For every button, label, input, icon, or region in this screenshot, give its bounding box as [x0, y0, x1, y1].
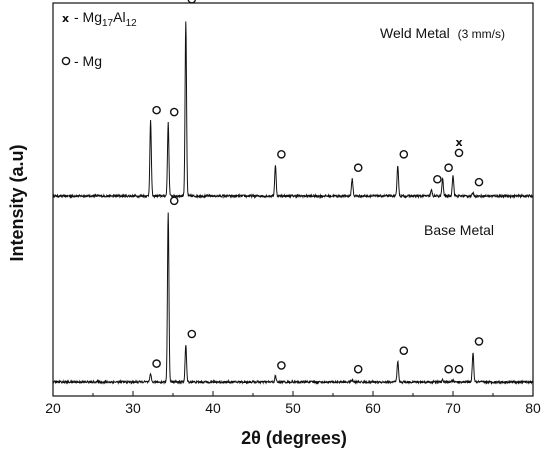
- xrd-traces: [52, 21, 534, 385]
- marker-mg: [353, 364, 363, 374]
- y-axis-title: Intensity (a.u): [7, 144, 27, 261]
- plot-frame: [52, 2, 534, 397]
- marker-mg: [399, 149, 409, 159]
- marker-mg: [187, 329, 197, 339]
- legend: x - Mg17Al12 - Mg: [61, 9, 137, 69]
- marker-mg: [277, 361, 286, 370]
- marker-mg: [474, 337, 484, 346]
- series-label-weld: Weld Metal (3 mm/s): [380, 25, 505, 41]
- legend-x-symbol: x: [62, 12, 69, 25]
- peak-markers: xx: [152, 0, 484, 374]
- plot-area: [52, 2, 534, 397]
- marker-mg: [277, 149, 286, 159]
- legend-label-mg17al12: - Mg17Al12: [74, 9, 137, 29]
- marker-mg: [454, 148, 464, 158]
- x-axis-title: 2θ (degrees): [241, 428, 347, 448]
- marker-mg: [444, 364, 453, 374]
- x-axis-ticks: 20 30 40 50 60 70 80: [45, 391, 541, 416]
- x-tick-label: 40: [205, 400, 221, 416]
- marker-mg: [433, 174, 442, 184]
- x-tick-label: 60: [365, 400, 381, 416]
- x-tick-label: 50: [285, 400, 301, 416]
- marker-mg: [187, 0, 197, 4]
- legend-o-symbol: [61, 56, 71, 66]
- x-tick-label: 20: [45, 400, 61, 416]
- series-label-base: Base Metal: [424, 222, 494, 238]
- marker-mg: [169, 196, 179, 206]
- x-tick-label: 30: [125, 400, 141, 416]
- marker-mg: [353, 163, 363, 173]
- marker-mg: [152, 105, 161, 115]
- trace-base-metal: [52, 212, 534, 385]
- marker-mg: [454, 364, 464, 374]
- marker-mg: [169, 107, 179, 117]
- marker-mg: [399, 346, 409, 355]
- marker-mg: [152, 359, 161, 368]
- marker-mg: [474, 177, 484, 187]
- legend-label-mg: - Mg: [74, 53, 102, 69]
- marker-mg17al12: x: [455, 136, 462, 149]
- trace-weld-metal: [52, 21, 534, 200]
- x-tick-label: 80: [525, 400, 541, 416]
- marker-mg: [444, 163, 453, 173]
- x-tick-label: 70: [445, 400, 461, 416]
